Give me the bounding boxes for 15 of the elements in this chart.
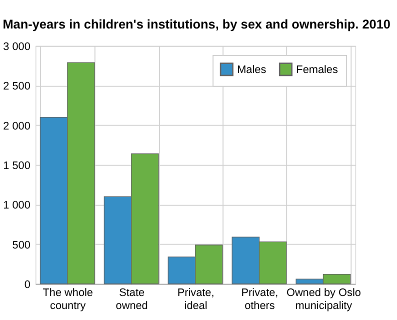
legend-label: Females [296,64,338,76]
x-tick-label: Owned by Oslo municipality [286,287,361,312]
y-tick-label: 2 500 [3,80,30,93]
y-tick-label: 500 [12,239,30,252]
chart-title: Man-years in children's institutions, by sex and ownership. 2010 [2,16,390,32]
y-tick-label: 1 000 [3,200,30,212]
y-tick-label: 0 [24,278,30,291]
x-tick-label: Private, ideal [177,287,214,312]
y-tick-label: 1 500 [3,160,30,172]
x-tick-label: Private, others [241,287,278,312]
y-tick-label: 2 000 [3,120,30,132]
y-tick-label: 3 000 [3,40,30,53]
x-tick-label: State owned [116,287,148,312]
x-tick-label: The whole country [42,287,93,312]
legend-label: Males [237,64,267,76]
